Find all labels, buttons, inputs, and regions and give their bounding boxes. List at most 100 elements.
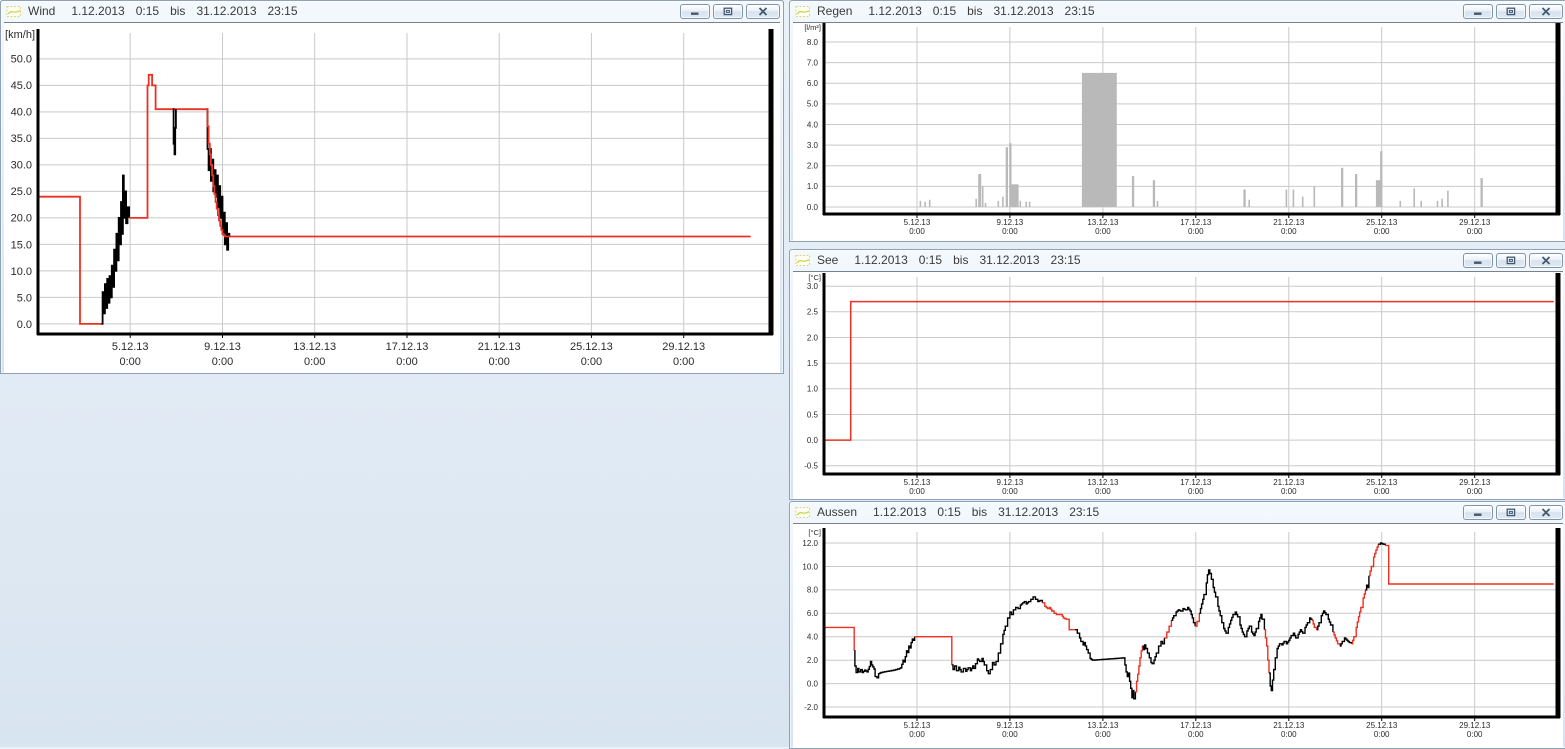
svg-text:2.0: 2.0 (807, 333, 819, 342)
chart-area-see: 3.0 2.5 2.0 1.5 1.0 0.5 0.0 -0.5 5.12.13 0:00 9.12… (793, 271, 1563, 499)
range-to-date: 31.12.2013 (998, 505, 1059, 519)
svg-text:17.12.13: 17.12.13 (386, 341, 429, 353)
chart-area-wind: 50.0 45.0 40.0 35.0 30.0 25.0 20.0 15.0 10.0 5.0 0… (4, 22, 780, 373)
svg-text:0:00: 0:00 (1467, 227, 1483, 236)
svg-text:9.12.13: 9.12.13 (997, 478, 1024, 487)
svg-text:10.0: 10.0 (802, 562, 818, 571)
svg-text:0:00: 0:00 (212, 356, 233, 368)
maximize-button[interactable] (713, 3, 743, 19)
svg-text:9.12.13: 9.12.13 (997, 218, 1024, 227)
svg-text:35.0: 35.0 (11, 133, 32, 145)
svg-text:0:00: 0:00 (909, 487, 925, 496)
window-controls (1463, 252, 1563, 268)
minimize-button[interactable] (1463, 3, 1493, 19)
close-button[interactable] (1529, 3, 1563, 19)
svg-text:0:00: 0:00 (1281, 730, 1297, 739)
svg-text:29.12.13: 29.12.13 (662, 341, 705, 353)
svg-text:25.0: 25.0 (11, 186, 32, 198)
range-from-date: 1.12.2013 (873, 505, 927, 519)
chart-curve-icon (6, 5, 22, 18)
window-title: Regen (817, 4, 853, 18)
svg-text:0:00: 0:00 (1281, 487, 1297, 496)
range-bis-label: bis (967, 4, 983, 18)
titlebar-wind[interactable]: Wind 1.12.2013 0:15 bis 31.12.2013 23:15 (1, 1, 783, 21)
minimize-icon (1474, 513, 1482, 516)
svg-text:50.0: 50.0 (11, 54, 32, 66)
svg-text:21.12.13: 21.12.13 (1273, 218, 1305, 227)
svg-text:20.0: 20.0 (11, 213, 32, 225)
range-to-time: 23:15 (267, 4, 298, 18)
svg-text:8.0: 8.0 (807, 586, 819, 595)
window-title: See (817, 253, 839, 267)
range-to-time: 23:15 (1064, 4, 1095, 18)
minimize-button[interactable] (1463, 252, 1493, 268)
close-icon (758, 6, 768, 16)
svg-text:5.0: 5.0 (17, 292, 32, 304)
svg-text:0:00: 0:00 (1095, 487, 1111, 496)
svg-text:6.0: 6.0 (807, 79, 819, 88)
svg-text:0.0: 0.0 (807, 203, 819, 212)
svg-text:0:00: 0:00 (1188, 487, 1204, 496)
chart-curve-icon (795, 254, 811, 267)
close-icon (1541, 255, 1551, 265)
titlebar-see[interactable]: See 1.12.2013 0:15 bis 31.12.2013 23:15 (790, 250, 1565, 270)
svg-text:0:00: 0:00 (909, 227, 925, 236)
maximize-button[interactable] (1496, 504, 1526, 520)
minimize-button[interactable] (680, 3, 710, 19)
svg-text:5.12.13: 5.12.13 (112, 341, 149, 353)
window-title: Aussen (817, 505, 858, 519)
maximize-icon (723, 7, 733, 15)
svg-text:0.0: 0.0 (807, 436, 819, 445)
svg-text:12.0: 12.0 (802, 539, 818, 548)
minimize-icon (1474, 261, 1482, 264)
svg-text:0:00: 0:00 (1467, 730, 1483, 739)
close-button[interactable] (1529, 504, 1563, 520)
chart-area-regen: 8.0 7.0 6.0 5.0 4.0 3.0 2.0 1.0 0.0 5.12.13 0:00 9.… (793, 22, 1563, 241)
minimize-button[interactable] (1463, 504, 1493, 520)
range-bis-label: bis (170, 4, 186, 18)
range-from-time: 0:15 (918, 253, 943, 267)
svg-text:5.12.13: 5.12.13 (904, 721, 931, 730)
regen-chart: 8.07.06.05.04.03.02.01.00.05.12.130:009.… (804, 23, 1561, 236)
svg-text:7.0: 7.0 (807, 58, 819, 67)
svg-text:-2.0: -2.0 (804, 703, 818, 712)
svg-text:0:00: 0:00 (1188, 730, 1204, 739)
svg-text:8.0: 8.0 (807, 38, 819, 47)
maximize-icon (1506, 7, 1516, 15)
range-bis-label: bis (971, 505, 988, 519)
svg-text:21.12.13: 21.12.13 (1273, 478, 1305, 487)
svg-text:0:00: 0:00 (1374, 730, 1390, 739)
svg-text:0:00: 0:00 (1002, 730, 1018, 739)
window-controls (1463, 504, 1563, 520)
range-from-time: 0:15 (135, 4, 160, 18)
titlebar-aussen[interactable]: Aussen 1.12.2013 0:15 bis 31.12.2013 23:… (790, 502, 1565, 522)
window-controls (680, 3, 780, 19)
svg-text:3.0: 3.0 (807, 141, 819, 150)
range-to-date: 31.12.2013 (993, 4, 1054, 18)
svg-text:25.12.13: 25.12.13 (1366, 721, 1398, 730)
maximize-button[interactable] (1496, 3, 1526, 19)
close-icon (1541, 6, 1551, 16)
svg-text:17.12.13: 17.12.13 (1180, 478, 1212, 487)
svg-text:5.12.13: 5.12.13 (904, 218, 931, 227)
svg-text:0:00: 0:00 (119, 356, 140, 368)
svg-text:9.12.13: 9.12.13 (997, 721, 1024, 730)
svg-text:[km/h]: [km/h] (5, 29, 35, 41)
svg-text:30.0: 30.0 (11, 160, 32, 172)
range-bis-label: bis (953, 253, 969, 267)
svg-text:29.12.13: 29.12.13 (1459, 478, 1491, 487)
close-button[interactable] (1529, 252, 1563, 268)
titlebar-regen[interactable]: Regen 1.12.2013 0:15 bis 31.12.2013 23:1… (790, 1, 1565, 21)
svg-text:0:00: 0:00 (1374, 487, 1390, 496)
svg-text:0:00: 0:00 (1002, 227, 1018, 236)
range-to-time: 23:15 (1069, 505, 1100, 519)
maximize-button[interactable] (1496, 252, 1526, 268)
svg-text:[°C]: [°C] (808, 528, 821, 537)
close-button[interactable] (746, 3, 780, 19)
svg-text:0:00: 0:00 (909, 730, 925, 739)
window-controls (1463, 3, 1563, 19)
window-title: Wind (28, 4, 56, 18)
see-chart: 3.02.52.01.51.00.50.0-0.55.12.130:009.12… (804, 273, 1561, 496)
window-see: See 1.12.2013 0:15 bis 31.12.2013 23:15 … (789, 249, 1565, 500)
